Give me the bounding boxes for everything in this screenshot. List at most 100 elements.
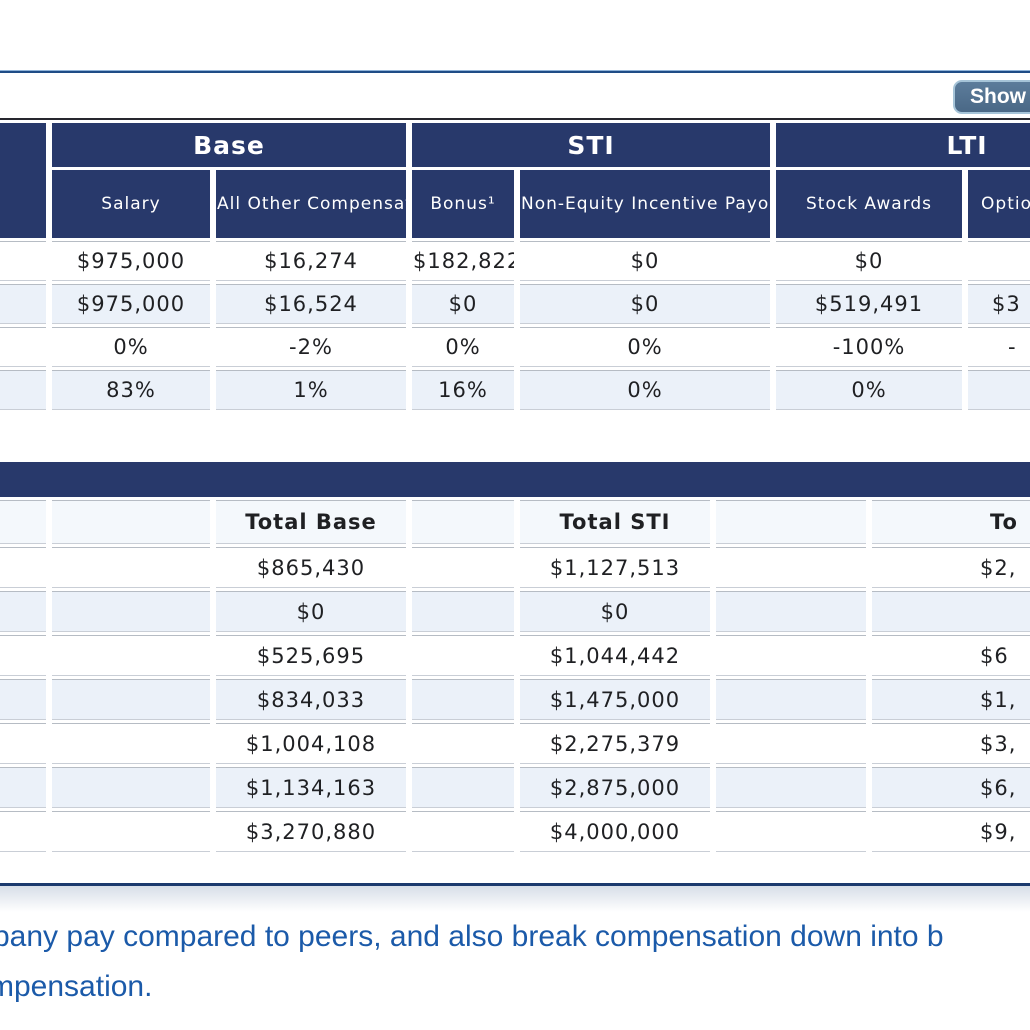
table-row: $975,000 $16,524 $0 $0 $519,491 $3 — [0, 284, 1030, 324]
table-cell — [52, 547, 210, 588]
description-text-line2: mpensation. — [0, 970, 153, 1003]
table-cell: $834,033 — [216, 679, 406, 720]
table-cell: 0% — [52, 327, 210, 367]
table-cell: $1,127,513 — [520, 547, 710, 588]
table-cell — [0, 327, 46, 367]
table-cell: $2, — [872, 547, 1030, 588]
table-cell: $3, — [872, 723, 1030, 764]
table-header-cell — [412, 500, 514, 544]
bottom-divider-rule — [0, 883, 1030, 886]
show-button[interactable]: Show — [953, 80, 1030, 114]
table-cell: -100% — [776, 327, 963, 367]
table-top-rule — [0, 118, 1030, 120]
table-cell — [52, 811, 210, 852]
table-cell: $1,134,163 — [216, 767, 406, 808]
table-cell: $0 — [776, 241, 963, 281]
table-cell — [0, 241, 46, 281]
table-cell — [412, 591, 514, 632]
table-row: $525,695 $1,044,442 $6 — [0, 635, 1030, 676]
column-header-stock-awards: Stock Awards — [776, 170, 963, 238]
table-cell — [0, 679, 46, 720]
table-row: $834,033 $1,475,000 $1, — [0, 679, 1030, 720]
table-cell: 16% — [412, 370, 515, 410]
column-header-total-lti: To — [872, 500, 1030, 544]
table-cell — [412, 635, 514, 676]
table-cell — [716, 547, 866, 588]
table-header-cell — [52, 500, 210, 544]
table-cell — [872, 591, 1030, 632]
table-cell: 1% — [216, 370, 407, 410]
table-cell: 0% — [776, 370, 963, 410]
table-cell: $525,695 — [216, 635, 406, 676]
table-cell: $0 — [520, 591, 710, 632]
table-cell — [0, 547, 46, 588]
top-divider-rule — [0, 70, 1030, 73]
table-cell: $1, — [872, 679, 1030, 720]
table-cell: $182,822 — [412, 241, 515, 281]
totals-table: Total Base Total STI To $865,430 $1,127,… — [0, 497, 1030, 855]
table-cell: $1,475,000 — [520, 679, 710, 720]
table-header-cell — [716, 500, 866, 544]
table-cell — [716, 679, 866, 720]
column-header-non-equity-incentive-payout: Non-Equity Incentive Payout — [520, 170, 771, 238]
table-cell: $3,270,880 — [216, 811, 406, 852]
table-cell — [0, 284, 46, 324]
table-row: $3,270,880 $4,000,000 $9, — [0, 811, 1030, 852]
table-cell: $4,000,000 — [520, 811, 710, 852]
column-header-total-sti: Total STI — [520, 500, 710, 544]
table-cell: $1,004,108 — [216, 723, 406, 764]
table-cell: -2% — [216, 327, 407, 367]
table-cell — [0, 723, 46, 764]
table-cell: $975,000 — [52, 284, 210, 324]
table-cell — [716, 635, 866, 676]
column-header-all-other-compensation: All Other Compensation — [216, 170, 407, 238]
table-cell: 83% — [52, 370, 210, 410]
table-cell: $0 — [216, 591, 406, 632]
table-cell — [716, 767, 866, 808]
table-header-row: Total Base Total STI To — [0, 500, 1030, 544]
table-cell: $1,044,442 — [520, 635, 710, 676]
group-header-sti: STI — [412, 123, 771, 167]
table-cell — [412, 547, 514, 588]
table-row: $865,430 $1,127,513 $2, — [0, 547, 1030, 588]
table-row: $1,134,163 $2,875,000 $6, — [0, 767, 1030, 808]
group-header-lti: LTI — [776, 123, 1030, 167]
table-cell — [0, 767, 46, 808]
table-cell: $975,000 — [52, 241, 210, 281]
table-cell — [52, 591, 210, 632]
table-cell — [52, 767, 210, 808]
table-cell: 0% — [520, 327, 771, 367]
column-header-bonus: Bonus¹ — [412, 170, 515, 238]
section-gradient — [0, 886, 1030, 912]
group-header-base: Base — [52, 123, 407, 167]
table-cell — [412, 767, 514, 808]
table-row: $975,000 $16,274 $182,822 $0 $0 — [0, 241, 1030, 281]
table-cell: $0 — [520, 284, 771, 324]
table-cell — [968, 370, 1030, 410]
table-cell — [0, 811, 46, 852]
table-cell — [0, 370, 46, 410]
table-cell — [0, 591, 46, 632]
table-cell — [412, 723, 514, 764]
totals-table-region: Total Base Total STI To $865,430 $1,127,… — [0, 497, 1030, 859]
column-header-salary: Salary — [52, 170, 210, 238]
table-cell — [716, 723, 866, 764]
table-row: $1,004,108 $2,275,379 $3, — [0, 723, 1030, 764]
table-cell: 0% — [520, 370, 771, 410]
table-header-cell — [0, 500, 46, 544]
totals-table-title-band — [0, 462, 1030, 497]
table-cell: $2,275,379 — [520, 723, 710, 764]
column-header-total-base: Total Base — [216, 500, 406, 544]
table-cell: $0 — [412, 284, 515, 324]
table-cell — [968, 241, 1030, 281]
table-cell — [412, 811, 514, 852]
table-cell — [52, 679, 210, 720]
table-row: 0% -2% 0% 0% -100% - — [0, 327, 1030, 367]
table-cell — [0, 635, 46, 676]
table-cell: $6, — [872, 767, 1030, 808]
table-cell: $16,274 — [216, 241, 407, 281]
table-cell — [52, 635, 210, 676]
table-cell: $6 — [872, 635, 1030, 676]
table-cell: - — [968, 327, 1030, 367]
column-header-option-awards: Optio — [968, 170, 1030, 238]
